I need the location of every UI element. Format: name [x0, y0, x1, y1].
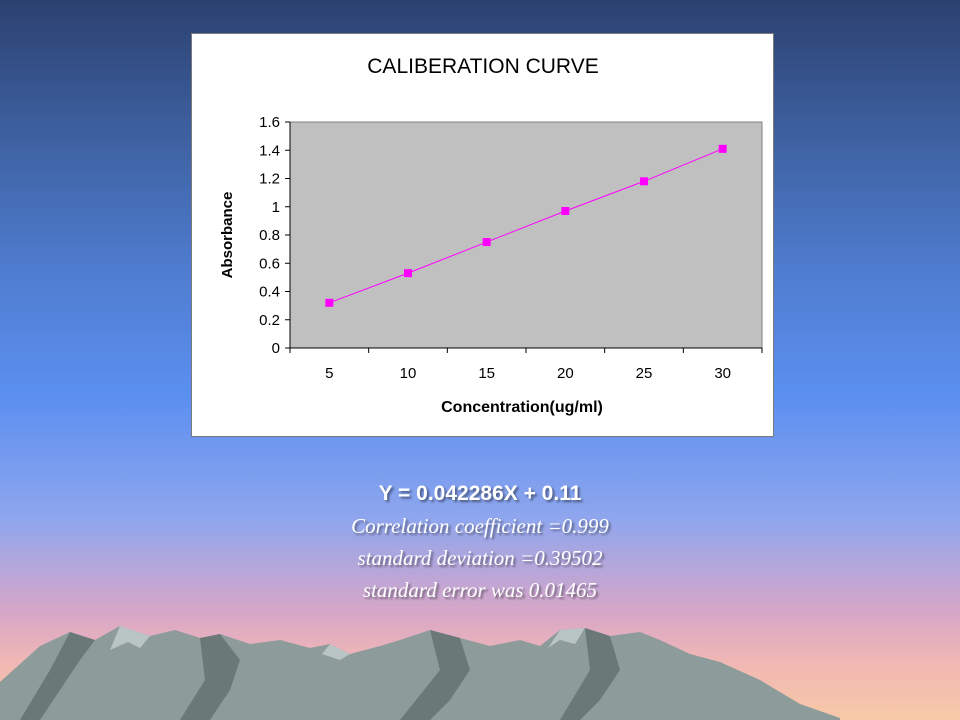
y-axis-label: Absorbance	[219, 192, 236, 279]
data-point	[640, 177, 648, 186]
data-point	[718, 144, 727, 153]
x-axis-ticks: 5 10 15 20 25 30	[289, 348, 763, 382]
chart-title: CALIBERATION CURVE	[367, 55, 598, 78]
y-tick-label: 0.6	[259, 255, 280, 272]
y-tick-label: 0	[272, 340, 280, 357]
y-tick-label: 1	[272, 199, 280, 216]
data-point	[482, 238, 491, 247]
x-tick-label: 25	[636, 365, 653, 382]
chart-frame: CALIBERATION CURVE 0 0.2 0.4 0.6 0.8 1 1.2 1.4 1…	[191, 33, 774, 437]
data-point	[404, 269, 412, 278]
calibration-chart: CALIBERATION CURVE 0 0.2 0.4 0.6 0.8 1 1.2 1.4 1…	[219, 55, 763, 416]
standard-error: standard error was 0.01465	[362, 578, 598, 602]
standard-deviation: standard deviation =0.39502	[357, 546, 603, 570]
mountain-shadow	[180, 634, 240, 720]
correlation-coefficient: Correlation coefficient =0.999	[351, 514, 609, 538]
y-tick-label: 0.2	[259, 312, 280, 329]
regression-equation: Y = 0.042286X + 0.11	[378, 482, 582, 505]
series-layer	[325, 144, 727, 307]
mountain-shadow	[560, 628, 620, 720]
y-axis-ticks: 0 0.2 0.4 0.6 0.8 1 1.2 1.4 1.6	[259, 114, 290, 357]
mountain-highlight	[548, 628, 585, 648]
mountain-shadow	[20, 632, 95, 720]
x-tick-label: 5	[325, 365, 333, 382]
y-tick-label: 0.4	[259, 284, 280, 301]
data-point	[561, 206, 570, 215]
mountain-highlight	[322, 644, 350, 660]
y-tick-label: 1.6	[259, 114, 280, 131]
x-tick-label: 15	[478, 365, 495, 382]
x-axis-label: Concentration(ug/ml)	[441, 399, 603, 416]
y-tick-label: 1.2	[259, 171, 280, 188]
x-tick-label: 20	[557, 365, 574, 382]
x-tick-label: 10	[400, 365, 417, 382]
data-point	[325, 298, 334, 307]
y-tick-label: 1.4	[259, 142, 280, 159]
mountain-landscape	[0, 626, 840, 720]
x-tick-label: 30	[714, 365, 731, 382]
series-line	[329, 148, 723, 304]
mountain-shadow	[400, 630, 470, 720]
plot-area	[289, 121, 763, 349]
y-tick-label: 0.8	[259, 227, 280, 244]
mountain-highlight	[110, 626, 150, 650]
